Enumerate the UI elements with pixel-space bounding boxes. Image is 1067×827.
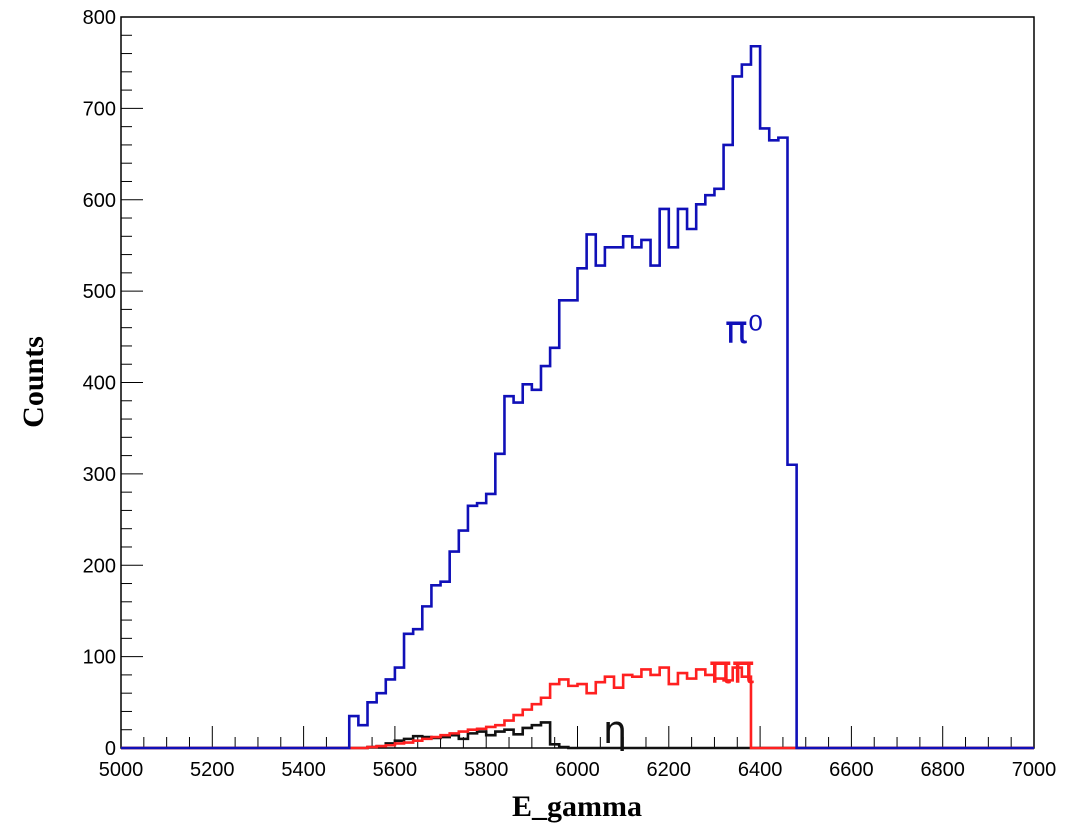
y-tick-label: 700 [83,98,116,120]
y-tick-label: 100 [83,647,116,669]
x-tick-label: 6000 [555,759,600,781]
x-tick-label: 7000 [1012,759,1057,781]
histogram-line-0 [121,44,1034,750]
x-tick-label: 5800 [464,759,509,781]
y-tick-label: 200 [83,555,116,577]
x-tick-label: 6200 [647,759,692,781]
x-tick-label: 5000 [99,759,144,781]
y-tick-label: 300 [83,464,116,486]
series-label-pi0: π⁰ [725,308,763,352]
x-axis-ticks: 5000 5200 5400 5600 5800 6000 6200 6400 6600 6800… [99,726,1057,781]
x-tick-label: 5600 [373,759,418,781]
histogram-line-1 [121,666,1034,750]
plot-frame [120,16,1035,749]
y-tick-label: 800 [83,7,116,29]
series-layer [121,44,1034,750]
x-tick-label: 6800 [920,759,965,781]
y-tick-label: 600 [83,190,116,212]
series-label-eta: η [603,708,627,752]
x-tick-label: 6600 [829,759,874,781]
x-tick-label: 5400 [281,759,326,781]
y-axis-title: Counts [17,336,50,428]
y-tick-label: 400 [83,373,116,395]
x-tick-label: 6400 [738,759,783,781]
histogram-line-2 [121,721,1034,750]
x-tick-label: 5200 [190,759,235,781]
y-axis-ticks: 0 100 200 300 400 500 600 700 800 [83,7,143,760]
series-label-pipi: ππ [709,648,755,692]
y-tick-label: 0 [105,738,116,760]
y-tick-label: 500 [83,281,116,303]
x-axis-title: E_gamma [512,790,642,823]
